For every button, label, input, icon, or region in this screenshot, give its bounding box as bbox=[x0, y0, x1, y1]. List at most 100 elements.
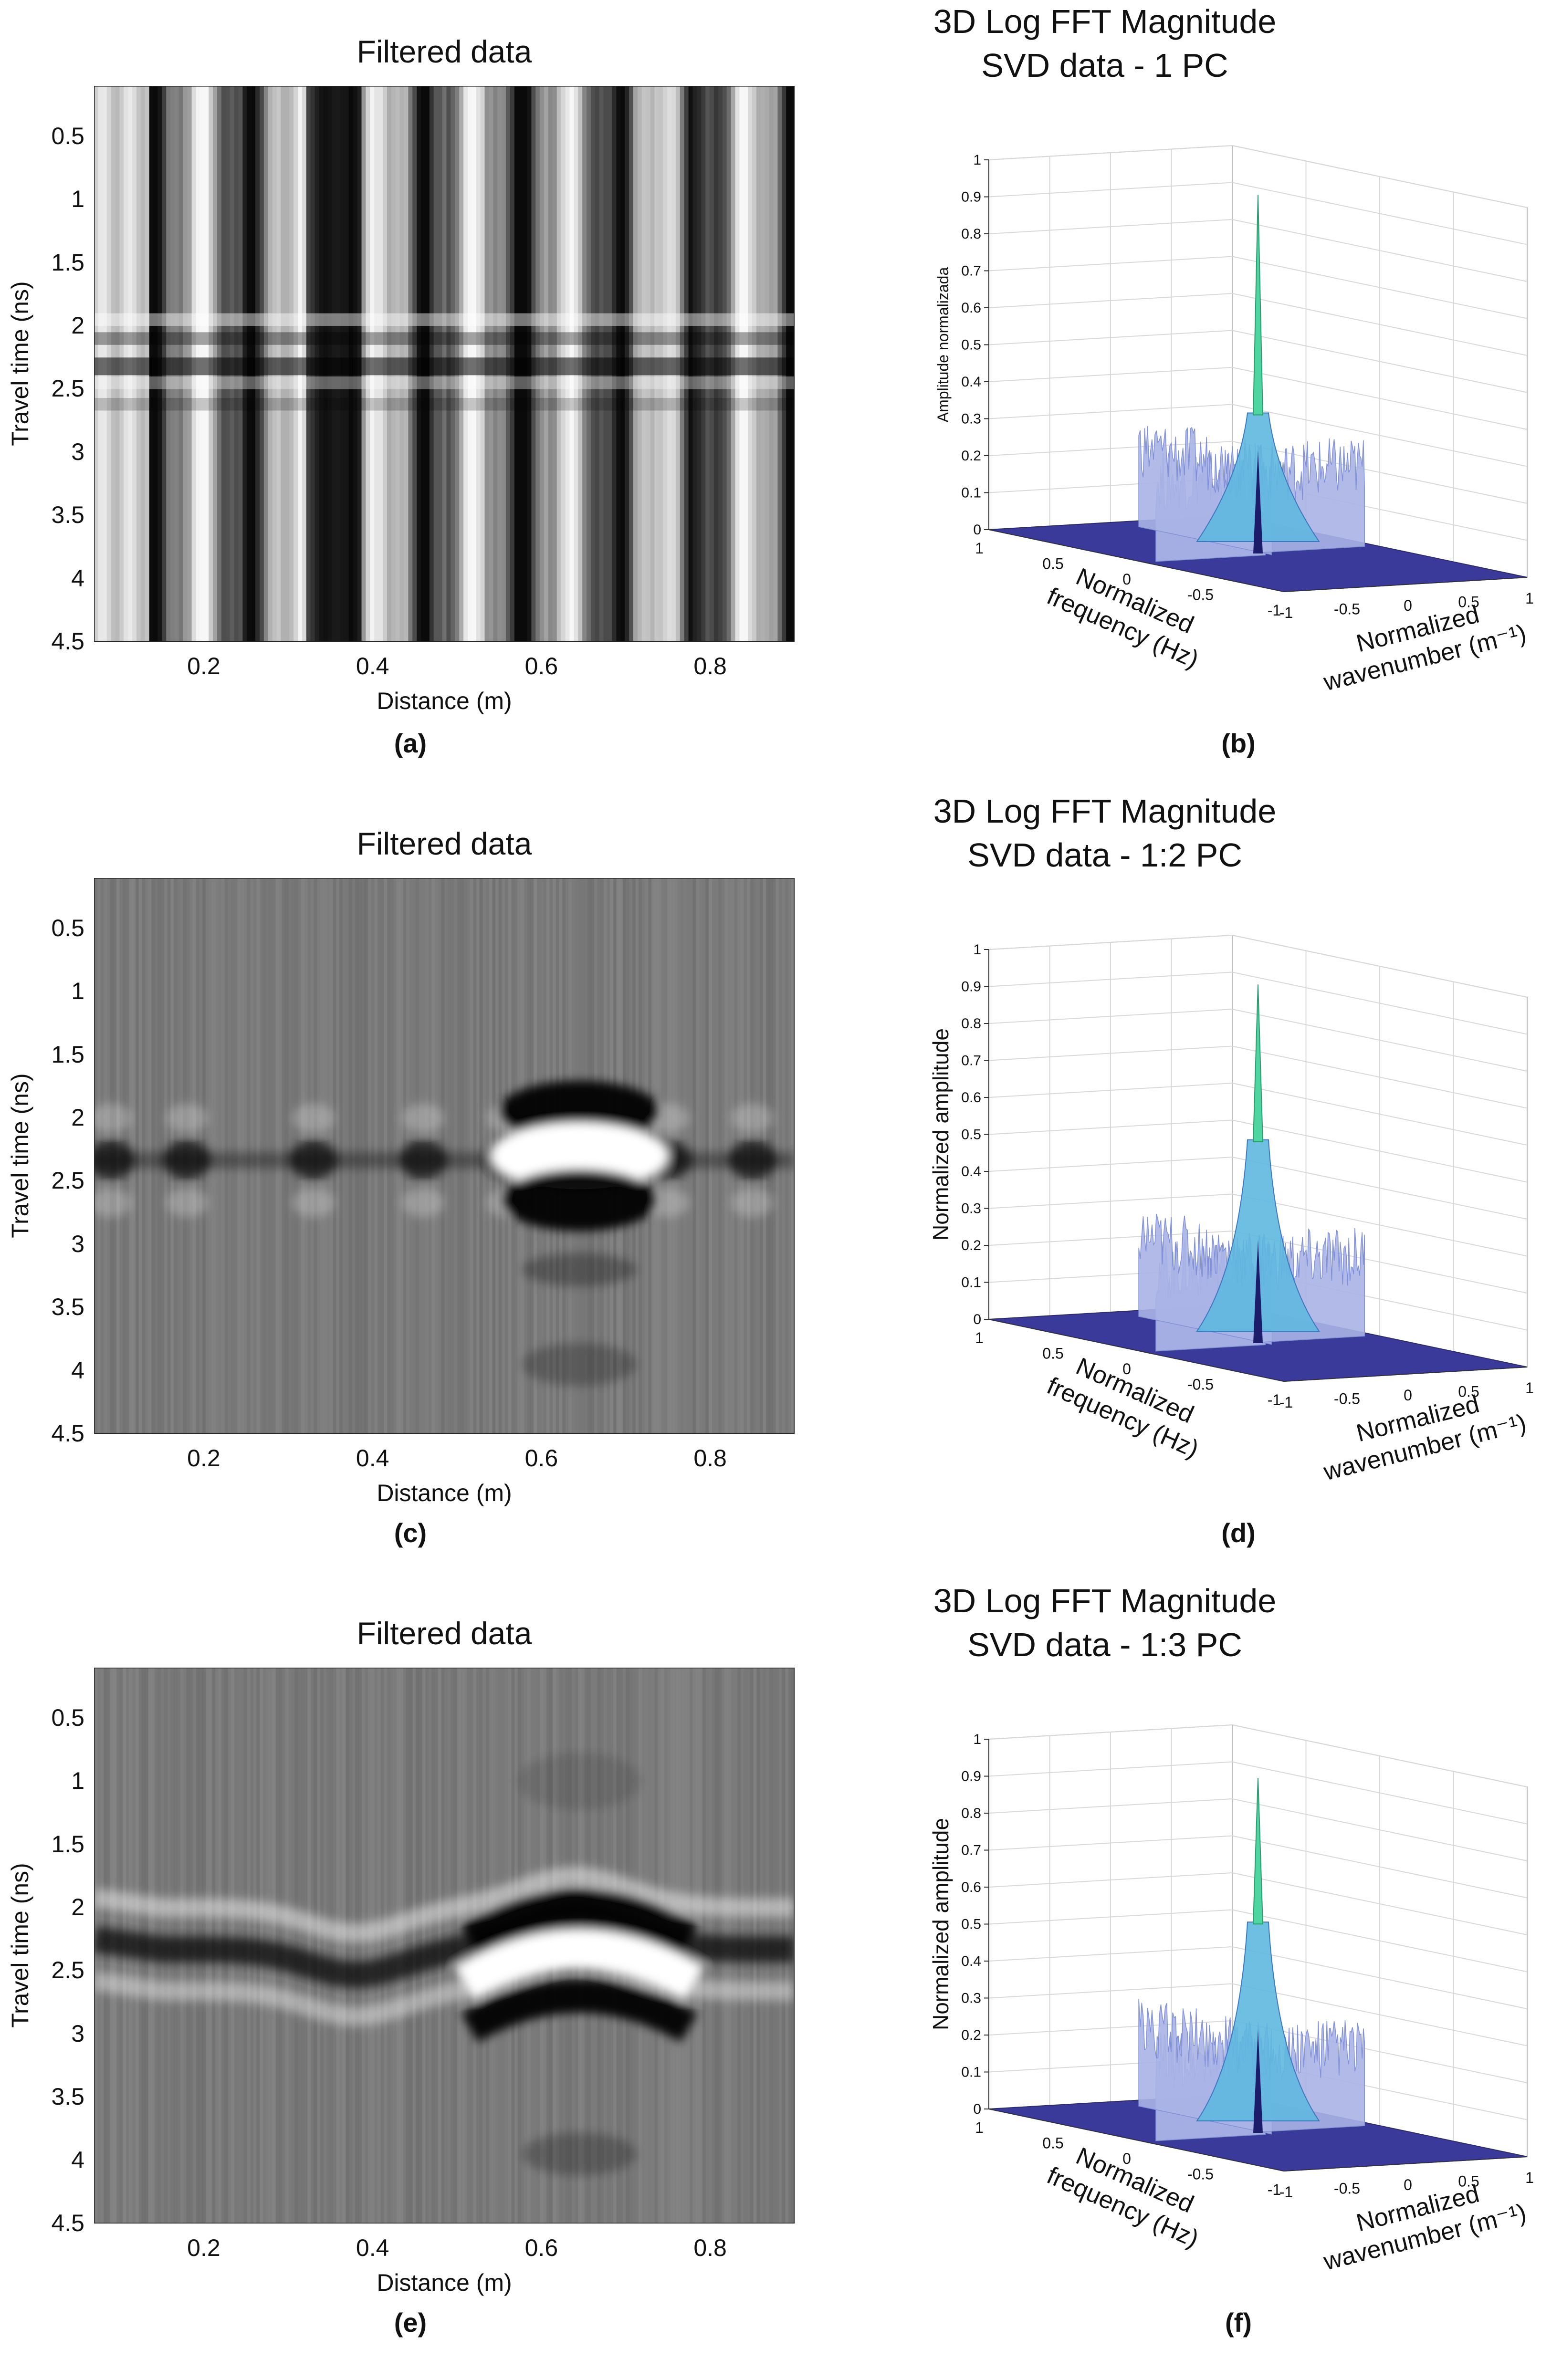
z-tick: 0 bbox=[973, 1312, 981, 1327]
wn-tick: 0 bbox=[1404, 1387, 1412, 1404]
z-tick: 0.2 bbox=[961, 1238, 981, 1253]
spectrum-peak bbox=[1252, 1777, 1264, 1925]
noise-column bbox=[292, 1668, 295, 2223]
blob bbox=[165, 1104, 209, 1133]
plot-frame bbox=[94, 86, 795, 642]
panel-c-ytick: 3 bbox=[71, 1230, 84, 1257]
panel-e-xtick: 0.2 bbox=[187, 2234, 220, 2261]
panel-a-ylabel: Travel time (ns) bbox=[7, 281, 33, 446]
panel-f-title-line: SVD data - 1:3 PC bbox=[967, 1626, 1242, 1663]
panel-c-ytick: 4 bbox=[71, 1357, 84, 1384]
z-tick: 0.9 bbox=[961, 189, 981, 205]
panel-c-ytick: 2 bbox=[71, 1104, 84, 1131]
noise-column bbox=[307, 1668, 311, 2223]
panel-c-ytick: 0.5 bbox=[51, 914, 84, 941]
blob bbox=[731, 1104, 774, 1133]
z-tick: 0.1 bbox=[961, 1275, 981, 1291]
noise-column bbox=[301, 1668, 304, 2223]
noise-column bbox=[403, 1668, 406, 2223]
blob bbox=[94, 1104, 133, 1133]
z-tick: 0.1 bbox=[961, 485, 981, 501]
noise-column bbox=[371, 1668, 375, 2223]
horizontal-stripe bbox=[94, 376, 795, 389]
panel-label: (d) bbox=[1221, 1518, 1256, 1548]
z-tick: 0.5 bbox=[961, 1127, 981, 1143]
reflections bbox=[94, 1080, 795, 1386]
panel-f-title-line: 3D Log FFT Magnitude bbox=[933, 1582, 1277, 1619]
noise-column bbox=[377, 1668, 381, 2223]
spectrum-shoulder bbox=[1196, 1921, 1320, 2121]
freq-tick: 0.5 bbox=[1042, 2135, 1063, 2152]
z-tick: 1 bbox=[973, 1732, 981, 1747]
noise-column bbox=[304, 1668, 307, 2223]
z-tick: 0 bbox=[973, 2101, 981, 2117]
panel-a-ytick: 2 bbox=[71, 312, 84, 339]
axis-edge bbox=[1283, 1367, 1528, 1382]
blob bbox=[292, 1188, 335, 1217]
z-tick: 0.6 bbox=[961, 1090, 981, 1106]
noise-column bbox=[317, 1668, 320, 2223]
z-tick: 0.9 bbox=[961, 979, 981, 995]
panel-e-title: Filtered data bbox=[356, 1616, 532, 1651]
wn-tick: -1 bbox=[1279, 1394, 1293, 1411]
panel-e-xtick: 0.4 bbox=[356, 2234, 389, 2261]
noise-column bbox=[326, 1668, 330, 2223]
panel-e-ytick: 1.5 bbox=[51, 1830, 84, 1858]
noise-column bbox=[381, 1668, 384, 2223]
panel-label: (f) bbox=[1225, 2307, 1252, 2338]
noise-column bbox=[412, 1668, 416, 2223]
panel-f-surface: 0 0.1 0.2 0.3 0.4 0.5 0.6 0.7 0.8 0.9 1 Normalized … bbox=[928, 1724, 1534, 2276]
center-spike bbox=[1253, 450, 1263, 553]
panel-e-ytick: 4 bbox=[71, 2146, 84, 2173]
noise-column bbox=[311, 1668, 314, 2223]
z-tick: 0.7 bbox=[961, 263, 981, 279]
panel-e-ytick: 3.5 bbox=[51, 2083, 84, 2110]
horizontal-stripe bbox=[94, 397, 795, 411]
panel-e-ylabel: Travel time (ns) bbox=[7, 1862, 33, 2028]
blob bbox=[646, 1188, 690, 1217]
panel-a-ytick: 1.5 bbox=[51, 249, 84, 276]
panel-label: (c) bbox=[394, 1518, 427, 1548]
anomaly-bright-arc bbox=[455, 1930, 704, 2000]
panel-d-title-line: 3D Log FFT Magnitude bbox=[933, 793, 1277, 830]
noise-column bbox=[387, 1668, 390, 2223]
axis-edge bbox=[988, 529, 1284, 592]
anomaly-dark bbox=[500, 1169, 658, 1232]
panel-a-ytick: 4.5 bbox=[51, 628, 84, 655]
flat-band bbox=[94, 1152, 795, 1169]
noise-column bbox=[367, 1668, 372, 2223]
noise-column bbox=[355, 1668, 359, 2223]
panel-a-ytick: 3 bbox=[71, 438, 84, 465]
noise-column bbox=[399, 1668, 403, 2223]
wn-tick: -1 bbox=[1279, 604, 1293, 621]
z-tick: 0.9 bbox=[961, 1769, 981, 1785]
wn-tick: -0.5 bbox=[1334, 1390, 1360, 1408]
z-tick: 0 bbox=[973, 522, 981, 538]
panel-e-ytick: 3 bbox=[71, 2020, 84, 2047]
freq-tick: -0.5 bbox=[1187, 1376, 1214, 1393]
noise-column bbox=[415, 1668, 419, 2223]
noise-column bbox=[294, 1668, 298, 2223]
z-tick: 0.8 bbox=[961, 1806, 981, 1821]
reflector-curve bbox=[94, 1866, 795, 1943]
freq-tick: 1 bbox=[975, 540, 984, 557]
panel-e-ytick: 4.5 bbox=[51, 2210, 84, 2236]
anomaly-dark-arc bbox=[461, 1979, 698, 2043]
noise-column bbox=[384, 1668, 387, 2223]
anomaly-dark-arc bbox=[461, 1888, 698, 1953]
freq-tick: -1 bbox=[1268, 2181, 1281, 2198]
freq-tick: 1 bbox=[975, 1329, 984, 1347]
plot-frame bbox=[94, 878, 795, 1434]
noise-column bbox=[329, 1668, 334, 2223]
plot-frame bbox=[94, 1668, 795, 2223]
freq-tick: 1 bbox=[975, 2119, 984, 2136]
z-tick: 0.8 bbox=[961, 226, 981, 242]
noise-column bbox=[333, 1668, 336, 2223]
freq-tick: -0.5 bbox=[1187, 2166, 1214, 2183]
wn-tick: 0 bbox=[1404, 2176, 1412, 2193]
freq-tick: 0.5 bbox=[1042, 555, 1063, 573]
blob bbox=[401, 1104, 445, 1133]
z-tick: 0.2 bbox=[961, 2027, 981, 2043]
panel-c-image bbox=[94, 878, 795, 1434]
noise-column bbox=[323, 1668, 326, 2223]
